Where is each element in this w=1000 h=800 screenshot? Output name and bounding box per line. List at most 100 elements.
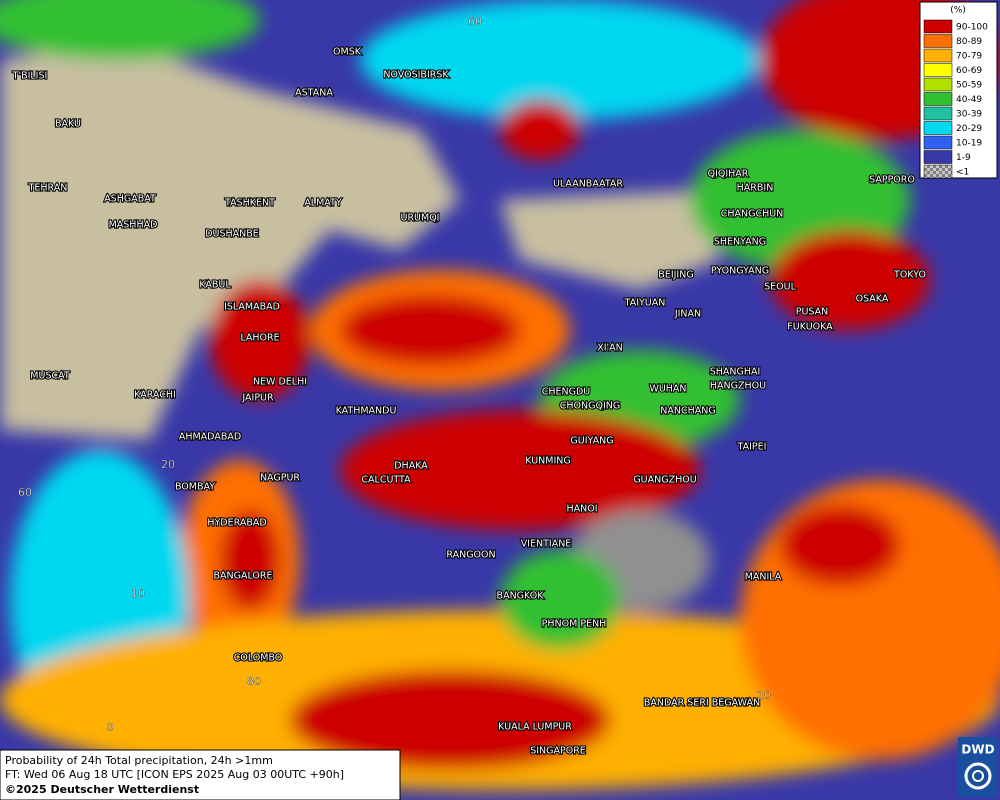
grid-label: 0 — [107, 721, 114, 734]
legend-swatch — [923, 34, 953, 48]
legend-label: 70-79 — [956, 52, 982, 62]
logo-text: DWD — [961, 743, 994, 757]
city-label: ASTANA — [295, 88, 333, 99]
city-label: PYONGYANG — [711, 266, 769, 277]
city-label: JAIPUR — [241, 393, 274, 404]
legend-label: 20-29 — [956, 124, 982, 134]
city-label: ISLAMABAD — [224, 302, 280, 313]
footer-line: ©2025 Deutscher Wetterdienst — [5, 783, 199, 796]
city-label: BANDAR SERI BEGAWAN — [644, 698, 760, 709]
legend-unit: (%) — [950, 6, 966, 16]
legend: (%) 90-100 80-89 70-79 60-69 50-59 40-49 30-39… — [919, 1, 998, 179]
city-label: TAIYUAN — [624, 298, 666, 309]
city-label: ALMATY — [304, 198, 342, 209]
city-label: GUANGZHOU — [633, 475, 696, 486]
city-label: KARACHI — [134, 390, 176, 401]
legend-label: 90-100 — [956, 23, 988, 33]
city-label: MUSCAT — [30, 371, 70, 382]
city-label: CHANGCHUN — [721, 209, 784, 220]
city-label: ULAANBAATAR — [553, 179, 623, 190]
footer-box — [0, 749, 401, 800]
city-label: OMSK — [333, 47, 362, 58]
city-label: NEW DELHI — [253, 377, 307, 388]
legend-swatch — [923, 135, 953, 150]
city-label: BANGALORE — [213, 571, 272, 582]
legend-label: 1-9 — [956, 153, 971, 163]
legend-label: 50-59 — [956, 81, 982, 91]
grid-label: 60 — [468, 15, 482, 28]
footer-line: Probability of 24h Total precipitation, … — [5, 754, 273, 767]
city-label: JINAN — [674, 309, 701, 320]
city-label: KABUL — [199, 280, 231, 291]
city-label: TASHKENT — [224, 198, 275, 209]
grid-label: 80 — [247, 675, 261, 688]
footer-line: FT: Wed 06 Aug 18 UTC [ICON EPS 2025 Aug… — [5, 768, 344, 781]
legend-swatch — [923, 121, 953, 135]
legend-swatch — [923, 63, 953, 77]
city-label: AHMADABAD — [179, 432, 241, 443]
legend-swatch — [923, 106, 953, 121]
legend-label: 60-69 — [956, 66, 982, 76]
city-label: TOKYO — [893, 270, 926, 281]
city-label: ASHGABAT — [104, 194, 156, 205]
city-label: TEHRAN — [28, 183, 68, 194]
city-label: T'BILISI — [12, 71, 48, 82]
grid-label: 60 — [18, 486, 32, 499]
city-label: SHANGHAI — [710, 367, 761, 378]
city-label: SEOUL — [764, 282, 796, 293]
legend-label: 10-19 — [956, 139, 982, 149]
city-label: BANGKOK — [497, 591, 545, 602]
city-label: SHENYANG — [714, 237, 766, 248]
city-label: HARBIN — [737, 183, 774, 194]
city-label: CALCUTTA — [361, 475, 411, 486]
city-label: SAPPORO — [869, 175, 915, 186]
city-label: OSAKA — [856, 294, 889, 305]
city-label: BEIJING — [658, 270, 693, 281]
city-label: HANOI — [566, 504, 597, 515]
grid-label: 20 — [161, 458, 175, 471]
city-label: QIQIHAR — [708, 169, 749, 180]
legend-swatch — [923, 19, 953, 34]
legend-label: 40-49 — [956, 95, 982, 105]
city-label: WUHAN — [649, 384, 686, 395]
city-label: SINGAPORE — [530, 746, 586, 757]
legend-swatch — [923, 77, 953, 92]
city-label: HYDERABAD — [207, 518, 266, 529]
grid-label: 10 — [131, 587, 145, 600]
footer: Probability of 24h Total precipitation, … — [0, 749, 401, 800]
city-label: KUNMING — [525, 456, 571, 467]
city-label: NOVOSIBIRSK — [383, 70, 449, 81]
logo-icon — [972, 770, 984, 782]
legend-label: 80-89 — [956, 37, 982, 47]
grid-labels: 60 60 20 10 80 0 20 — [18, 15, 771, 734]
legend-swatch — [923, 164, 953, 179]
city-label: DUSHANBE — [205, 229, 259, 240]
city-label: CHENGDU — [542, 387, 591, 398]
city-label: DHAKA — [394, 461, 428, 472]
city-label: RANGOON — [446, 550, 495, 561]
city-label: MANILA — [745, 572, 782, 583]
city-label: FUKUOKA — [787, 322, 833, 333]
legend-swatch — [923, 150, 953, 164]
city-label: TAIPEI — [737, 442, 767, 453]
legend-swatch — [923, 92, 953, 106]
city-label: NAGPUR — [260, 473, 300, 484]
city-label: HANGZHOU — [710, 381, 766, 392]
city-label: PHNOM PENH — [542, 619, 607, 630]
grid-label: 20 — [757, 689, 771, 702]
city-label: CHONGQING — [560, 401, 620, 412]
city-label: XI'AN — [597, 343, 623, 354]
legend-swatch — [923, 48, 953, 63]
city-label: VIENTIANE — [521, 539, 572, 550]
city-label: KATHMANDU — [336, 406, 397, 417]
city-labels: OMSK NOVOSIBIRSK ASTANA T'BILISI BAKU TEHRAN A… — [11, 45, 928, 757]
city-label: PUSAN — [796, 307, 829, 318]
city-label: BAKU — [55, 119, 81, 130]
city-label: KUALA LUMPUR — [498, 722, 572, 733]
city-label: LAHORE — [240, 333, 279, 344]
city-label: GUIYANG — [570, 436, 613, 447]
city-label: URUMQI — [401, 213, 440, 224]
legend-label: 30-39 — [956, 110, 982, 120]
logo-icon — [964, 762, 992, 790]
